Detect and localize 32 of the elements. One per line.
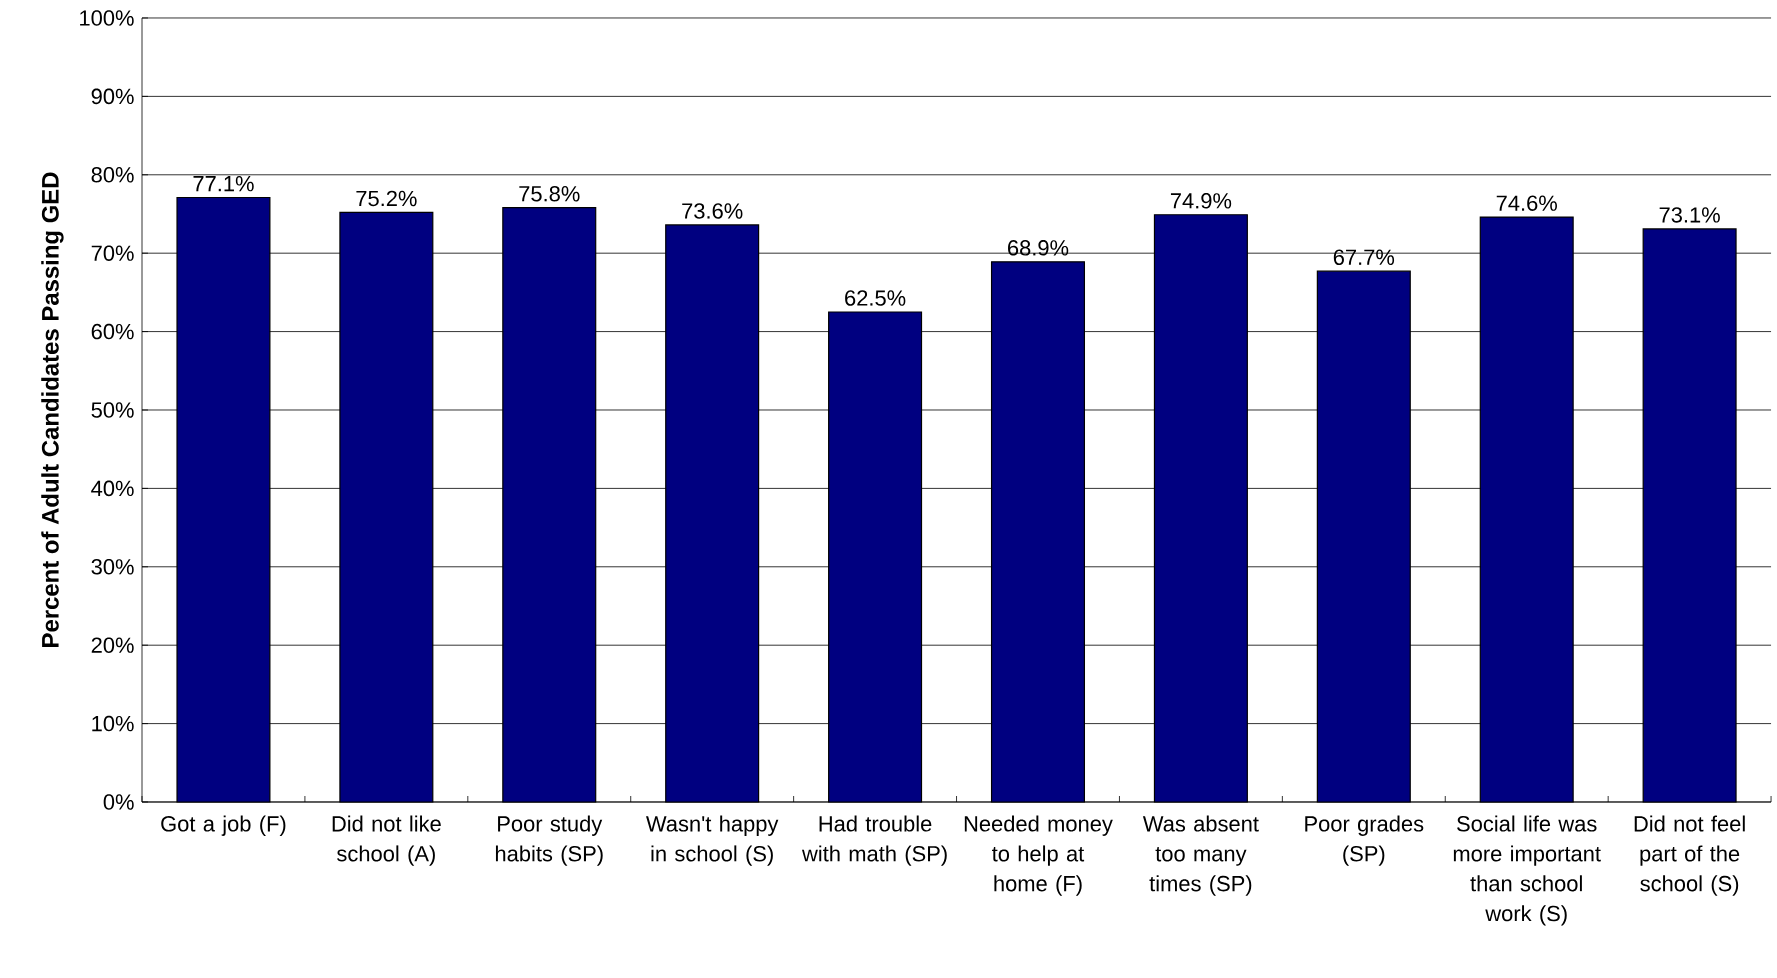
x-tick-label: Social life was more important than school work (S) [1453, 815, 1601, 926]
y-tick-label: 60% [91, 323, 134, 340]
y-tick-label: 90% [91, 88, 134, 105]
x-tick-label: Did not feel part of the school (S) [1634, 815, 1745, 896]
y-tick-label: 100% [80, 10, 134, 26]
data-label: 73.1% [1659, 207, 1720, 223]
x-tick-label: Wasn't happy in school (S) [646, 815, 779, 866]
data-label: 62.5% [845, 290, 906, 306]
y-tick-label: 30% [91, 559, 134, 575]
data-label: 74.9% [1170, 193, 1232, 209]
x-tick-label: Was absent too many times (SP) [1142, 815, 1259, 896]
x-tick-label: Poor grades (SP) [1305, 815, 1424, 866]
y-tick-label: 0% [103, 794, 134, 810]
data-label: 75.2% [356, 190, 417, 207]
x-tick-label: Did not like school (A) [332, 815, 441, 866]
data-label: 75.8% [519, 185, 580, 202]
y-tick-label: 10% [92, 715, 134, 732]
y-tick-label: 40% [91, 480, 134, 497]
data-label: 74.6% [1496, 195, 1557, 211]
data-label: 67.7% [1333, 249, 1395, 266]
y-tick-label: 50% [91, 402, 134, 418]
x-tick-label: Got a job (F) [161, 815, 286, 836]
x-tick-label: Had trouble with math (SP) [801, 815, 947, 866]
y-axis-title: Percent of Adult Candidates Passing GED [41, 172, 64, 647]
x-tick-label: Poor study habits (SP) [495, 815, 603, 866]
y-tick-label: 20% [91, 637, 134, 653]
data-label: 73.6% [682, 203, 743, 219]
data-label: 77.1% [193, 175, 254, 192]
data-label: 68.9% [1008, 240, 1069, 256]
y-tick-label: 80% [91, 167, 134, 183]
y-tick-label: 70% [91, 245, 134, 261]
x-tick-label: Needed money to help at home (F) [964, 815, 1113, 896]
